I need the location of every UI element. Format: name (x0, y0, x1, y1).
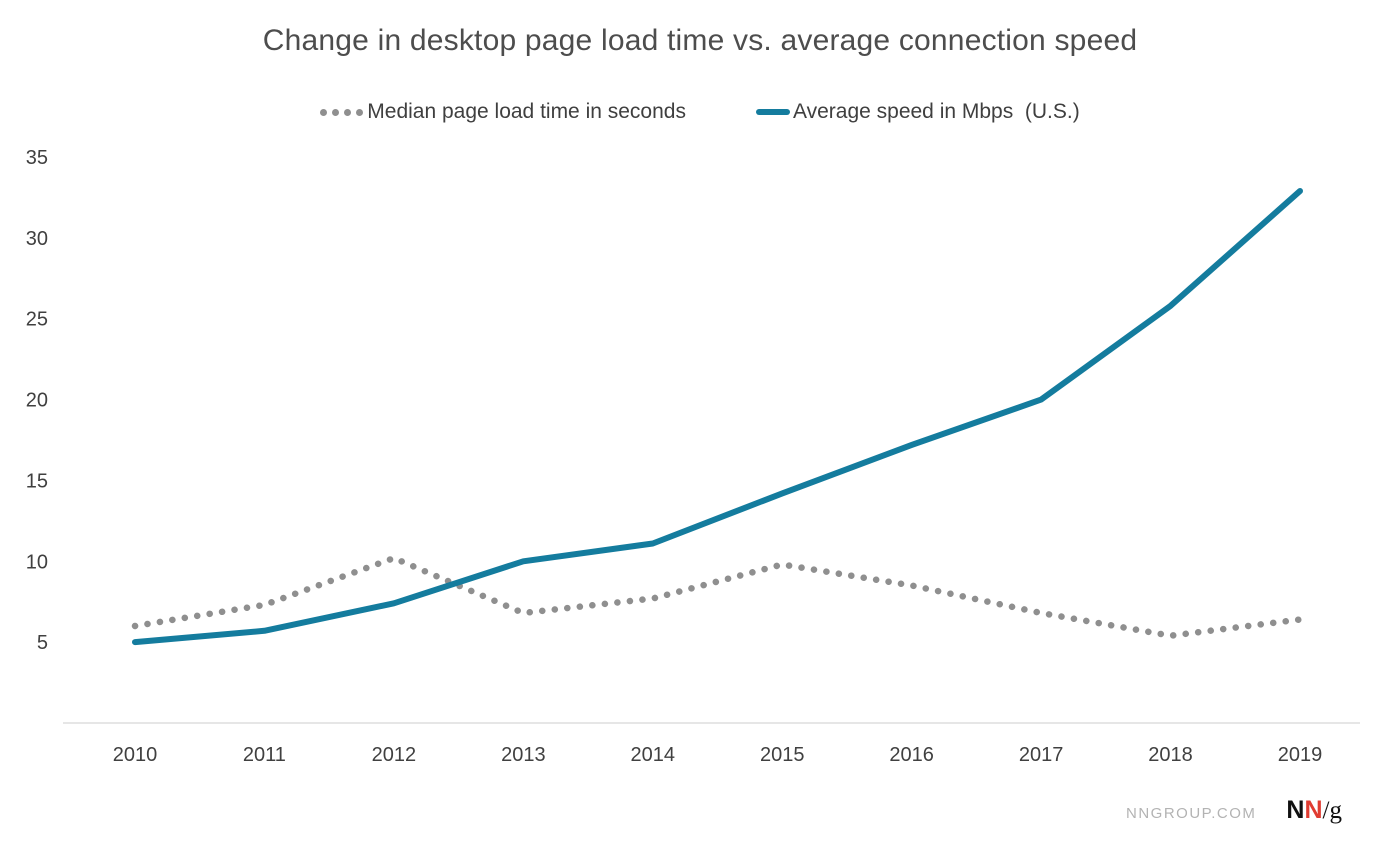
y-tick-label: 25 (26, 309, 48, 331)
legend-item-speed: Average speed in Mbps (U.S.) (755, 100, 1080, 124)
x-tick-label: 2016 (889, 744, 934, 766)
x-tick-label: 2015 (760, 744, 805, 766)
chart-title: Change in desktop page load time vs. ave… (262, 24, 1138, 57)
x-tick-label: 2013 (501, 744, 546, 766)
footer-site-text: NNGROUP.COM (1126, 805, 1257, 822)
x-tick-label: 2011 (243, 744, 286, 766)
x-tick-label: 2018 (1148, 744, 1193, 766)
y-tick-label: 35 (26, 147, 48, 169)
y-tick-label: 5 (37, 632, 48, 654)
solid-line-swatch-icon (755, 109, 790, 115)
x-tick-label: 2014 (631, 744, 676, 766)
x-tick-label: 2017 (1019, 744, 1064, 766)
speed-line (132, 188, 1303, 646)
y-tick-label: 20 (26, 390, 48, 412)
x-tick-label: 2010 (113, 744, 158, 766)
legend-item-load-time: Median page load time in seconds (320, 100, 686, 124)
footer: NNGROUP.COM NN/g (1126, 796, 1342, 825)
y-tick-label: 15 (26, 470, 48, 492)
load-time-line (131, 554, 1304, 639)
nng-logo-n1: N (1286, 796, 1305, 824)
y-tick-label: 30 (26, 228, 48, 250)
dotted-line-swatch-icon (320, 108, 364, 116)
legend-label-load-time: Median page load time in seconds (367, 100, 686, 123)
y-tick-label: 10 (26, 551, 48, 573)
chart-legend: Median page load time in seconds Average… (0, 100, 1400, 124)
x-tick-label: 2012 (372, 744, 417, 766)
nng-logo-g: /g (1322, 797, 1342, 824)
legend-label-speed: Average speed in Mbps (U.S.) (792, 100, 1080, 123)
nng-logo: NN/g (1286, 796, 1342, 825)
x-tick-label: 2019 (1278, 744, 1323, 766)
nng-logo-n2: N (1304, 796, 1323, 824)
